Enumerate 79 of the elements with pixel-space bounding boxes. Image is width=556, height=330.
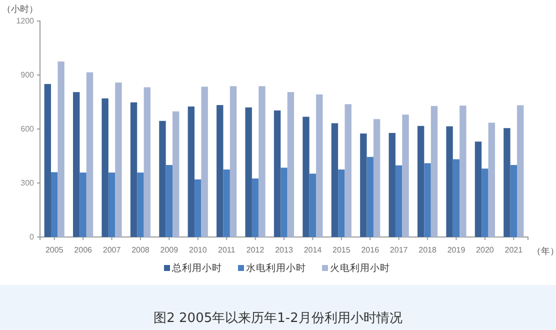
bar xyxy=(223,170,230,237)
x-tick-label: 2006 xyxy=(74,246,93,255)
bar xyxy=(252,178,259,237)
bar xyxy=(474,142,482,237)
y-tick-label: 600 xyxy=(20,124,35,134)
bar xyxy=(395,165,402,237)
bar xyxy=(130,102,138,237)
bar xyxy=(159,120,166,237)
x-tick-label: 2015 xyxy=(332,246,351,255)
x-tick-label: 2017 xyxy=(390,246,408,255)
bar xyxy=(245,107,252,237)
x-tick-label: 2021 xyxy=(504,246,524,255)
bar xyxy=(216,105,224,237)
bar xyxy=(144,87,151,237)
bar xyxy=(102,98,108,237)
bar xyxy=(188,106,195,237)
bar xyxy=(274,110,281,237)
x-tick-label: 2019 xyxy=(447,246,466,255)
bar xyxy=(446,126,453,237)
bar xyxy=(510,165,517,237)
bar xyxy=(424,163,431,237)
x-tick-label: 2010 xyxy=(188,246,208,255)
y-tick-label: 300 xyxy=(20,178,35,188)
bar xyxy=(115,82,122,237)
bar xyxy=(482,168,488,237)
x-tick-label: 2011 xyxy=(218,246,236,255)
bar xyxy=(73,92,80,237)
bar xyxy=(51,172,58,237)
bar xyxy=(344,104,352,237)
bar xyxy=(258,86,266,237)
bar xyxy=(280,168,288,237)
bar xyxy=(460,106,466,237)
x-tick-label: 2020 xyxy=(476,246,494,255)
bar xyxy=(230,86,237,237)
text: 图2 2005年以来历年1-2月份利用小时情况 xyxy=(154,311,402,326)
legend-label: 火电利用小时 xyxy=(330,262,390,274)
bar xyxy=(108,172,116,237)
x-tick-label: 2009 xyxy=(160,246,179,255)
x-tick-label: 2005 xyxy=(45,246,64,255)
bar xyxy=(302,116,310,237)
x-tick-label: 2018 xyxy=(418,246,437,255)
x-tick-label: 2008 xyxy=(132,246,150,255)
bar xyxy=(194,179,202,237)
legend-label: 水电利用小时 xyxy=(246,262,306,274)
bar xyxy=(80,172,86,237)
bar xyxy=(360,134,367,237)
y-tick-label: 900 xyxy=(20,70,35,80)
bar xyxy=(417,126,424,237)
x-tick-label: 2012 xyxy=(246,246,265,255)
bar xyxy=(430,106,438,237)
bar xyxy=(166,165,173,237)
bar xyxy=(331,123,338,237)
x-tick-label: 2014 xyxy=(304,246,322,255)
bar xyxy=(504,128,510,237)
bar xyxy=(488,122,495,237)
bar xyxy=(373,119,380,237)
x-axis-title: （年） xyxy=(532,246,556,257)
bar xyxy=(287,92,294,237)
bar xyxy=(366,156,374,237)
bar xyxy=(172,111,180,237)
bar xyxy=(338,170,345,237)
legend-label: 总利用小时 xyxy=(171,262,222,274)
bar xyxy=(516,105,524,237)
bar xyxy=(402,114,409,237)
x-tick-label: 2007 xyxy=(102,246,122,255)
bar xyxy=(388,132,396,237)
y-tick-label: 0 xyxy=(30,232,35,242)
bar xyxy=(309,174,316,237)
y-axis-title: （小时） xyxy=(2,4,38,15)
bar xyxy=(201,86,208,237)
bar xyxy=(452,159,460,237)
y-tick-label: 1200 xyxy=(16,16,35,26)
bar xyxy=(137,172,144,237)
bar xyxy=(58,62,64,237)
x-tick-label: 2016 xyxy=(361,246,380,255)
bar xyxy=(44,84,52,237)
bar xyxy=(86,72,94,237)
x-tick-label: 2013 xyxy=(275,246,294,255)
bar xyxy=(316,94,323,237)
